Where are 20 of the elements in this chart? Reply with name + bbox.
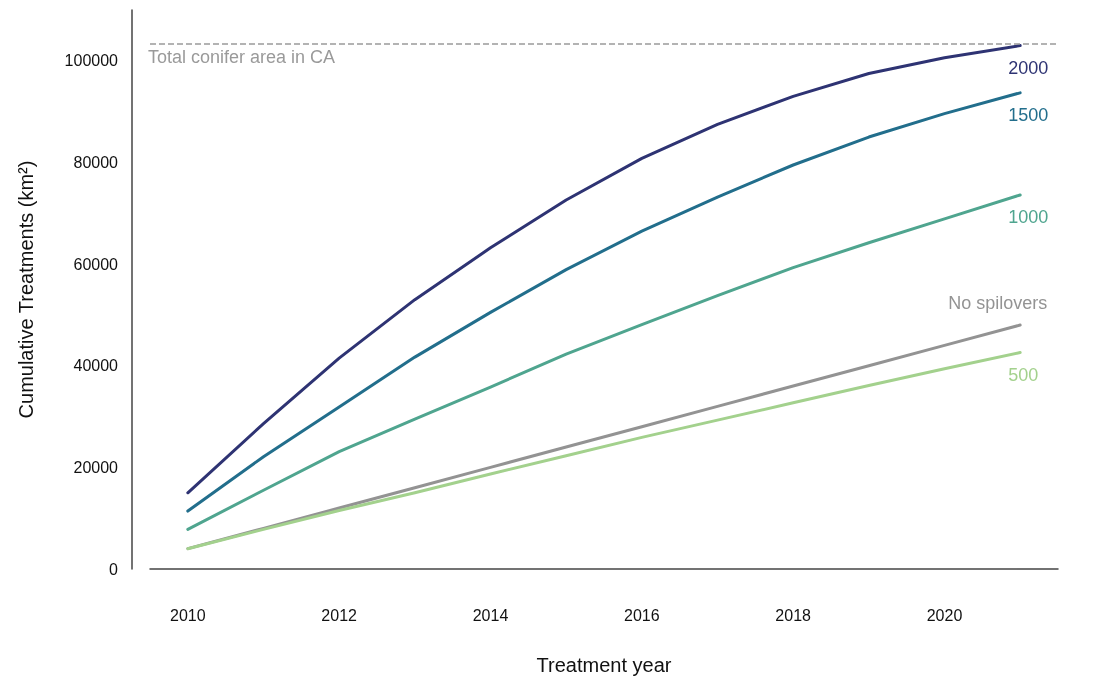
y-tick-label: 0	[109, 560, 119, 578]
x-tick-label: 2018	[775, 606, 812, 624]
x-axis-title: Treatment year	[536, 654, 672, 676]
y-tick-label: 40000	[73, 357, 119, 375]
x-tick-label: 2016	[624, 606, 660, 624]
ref-line-label: Total conifer area in CA	[148, 47, 336, 68]
y-tick-label: 80000	[73, 153, 119, 171]
x-tick-label: 2020	[926, 606, 963, 624]
y-axis-title: Cumulative Treatments (km²)	[15, 160, 37, 419]
y-tick-label: 20000	[73, 458, 119, 476]
series-label: 1500	[1008, 104, 1049, 125]
series-label: 500	[1008, 364, 1039, 385]
series-label: 1000	[1008, 206, 1049, 227]
series-label: No spilovers	[948, 293, 1048, 314]
y-tick-label: 60000	[73, 255, 119, 273]
x-tick-label: 2014	[472, 606, 509, 624]
series-label: 2000	[1008, 57, 1049, 78]
x-tick-label: 2010	[170, 606, 206, 624]
y-tick-label: 100000	[64, 52, 119, 70]
x-tick-label: 2012	[321, 606, 358, 624]
